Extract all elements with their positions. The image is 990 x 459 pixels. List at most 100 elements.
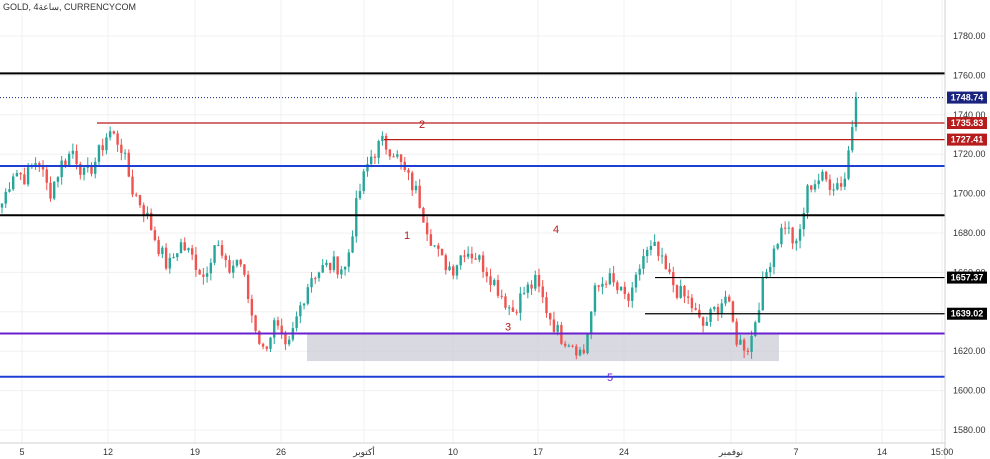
candle-body: [440, 248, 444, 256]
candle-body: [690, 297, 694, 309]
candle-body: [157, 240, 160, 254]
candle-body: [780, 227, 783, 245]
candle-body: [664, 255, 668, 270]
candle-body: [828, 179, 832, 190]
candle-body: [567, 345, 571, 347]
candle-body: [187, 248, 190, 251]
candle-body: [791, 227, 794, 244]
candle-body: [832, 189, 835, 191]
chart-title: GOLD, 4ساعة, CURRENCYCOM: [3, 2, 136, 12]
candle-body: [604, 283, 608, 285]
candle-body: [366, 163, 369, 172]
candle-body: [787, 227, 791, 229]
annotations-layer: 1 2 3 4 5: [404, 119, 613, 384]
candle-body: [694, 308, 697, 310]
axes-layer: [0, 0, 946, 459]
candle-body: [631, 287, 634, 301]
candle-body: [679, 285, 682, 298]
candle-body: [205, 273, 209, 277]
candle-body: [258, 330, 261, 344]
candle-body: [239, 259, 242, 265]
candle-body: [418, 185, 421, 208]
candle-body: [731, 301, 735, 322]
candle-body: [549, 313, 552, 320]
candle-body: [638, 268, 641, 275]
candle-body: [754, 322, 757, 336]
candle-body: [317, 272, 321, 279]
candle-body: [672, 272, 675, 286]
candle-body: [500, 295, 503, 297]
candle-body: [276, 320, 280, 326]
candle-body: [284, 333, 287, 345]
price-tag-label: 1748.74: [951, 93, 984, 103]
candle-body: [202, 274, 205, 277]
candle-body: [355, 198, 358, 237]
candle-body: [627, 293, 630, 301]
candle-body: [582, 349, 585, 354]
price-tick-label: 1740.00: [953, 110, 986, 120]
candle-body: [575, 346, 578, 356]
price-tag: [947, 117, 987, 130]
candle-body: [295, 316, 298, 329]
candle-body: [713, 307, 716, 310]
candle-body: [138, 195, 142, 206]
candle-body: [161, 247, 164, 254]
candle-body: [705, 321, 709, 326]
candle-body: [608, 273, 612, 285]
candle-body: [407, 170, 410, 173]
candle-body: [571, 345, 574, 347]
candle-body: [399, 154, 403, 162]
candle-body: [4, 191, 7, 204]
candle-body: [612, 273, 615, 283]
candle-body: [392, 156, 395, 158]
candle-body: [429, 234, 433, 246]
candle-body: [79, 163, 82, 175]
candle-body: [459, 255, 462, 266]
candle-body: [686, 296, 690, 298]
price-tags-layer: 1735.83 1727.41 1657.37 1639.02 1748.74: [947, 91, 987, 320]
candle-body: [776, 244, 779, 249]
time-tick-label: 7: [793, 447, 798, 457]
candle-body: [310, 278, 313, 288]
candle-body: [709, 309, 712, 322]
candle-body: [135, 194, 138, 196]
candle-body: [127, 152, 130, 177]
candle-body: [235, 259, 239, 266]
candle-body: [485, 271, 489, 277]
candle-body: [64, 160, 67, 166]
candle-body: [146, 212, 149, 215]
candle-body: [384, 135, 388, 150]
candle-body: [716, 307, 720, 314]
candle-body: [302, 303, 306, 306]
price-tick-label: 1580.00: [953, 425, 986, 435]
candles-layer: [0, 92, 858, 360]
candle-body: [396, 154, 399, 157]
candle-body: [15, 172, 19, 177]
candle-body: [474, 258, 477, 260]
candle-body: [590, 311, 593, 335]
candle-body: [836, 183, 839, 190]
candle-body: [101, 145, 104, 151]
candle-body: [287, 339, 291, 345]
time-tick-label: 5: [19, 447, 24, 457]
candle-body: [795, 240, 798, 244]
candle-body: [522, 292, 526, 294]
candle-body: [563, 343, 567, 346]
candle-body: [179, 242, 183, 254]
candle-body: [347, 252, 351, 267]
candle-body: [541, 286, 544, 298]
candle-body: [526, 284, 530, 293]
price-tag-label: 1639.02: [951, 309, 984, 319]
candle-body: [120, 144, 123, 153]
candle-body: [530, 284, 533, 289]
candle-body: [668, 269, 671, 273]
candle-body: [813, 184, 817, 190]
candle-body: [601, 283, 604, 287]
candle-body: [507, 307, 511, 309]
candle-body: [194, 254, 198, 270]
candle-body: [261, 343, 265, 347]
candle-body: [645, 249, 649, 257]
candle-body: [34, 163, 37, 167]
time-axis[interactable]: 5 12 19 26 أكتوبر 10 17 24 نوفمبر 7 14 15:00: [19, 445, 953, 458]
